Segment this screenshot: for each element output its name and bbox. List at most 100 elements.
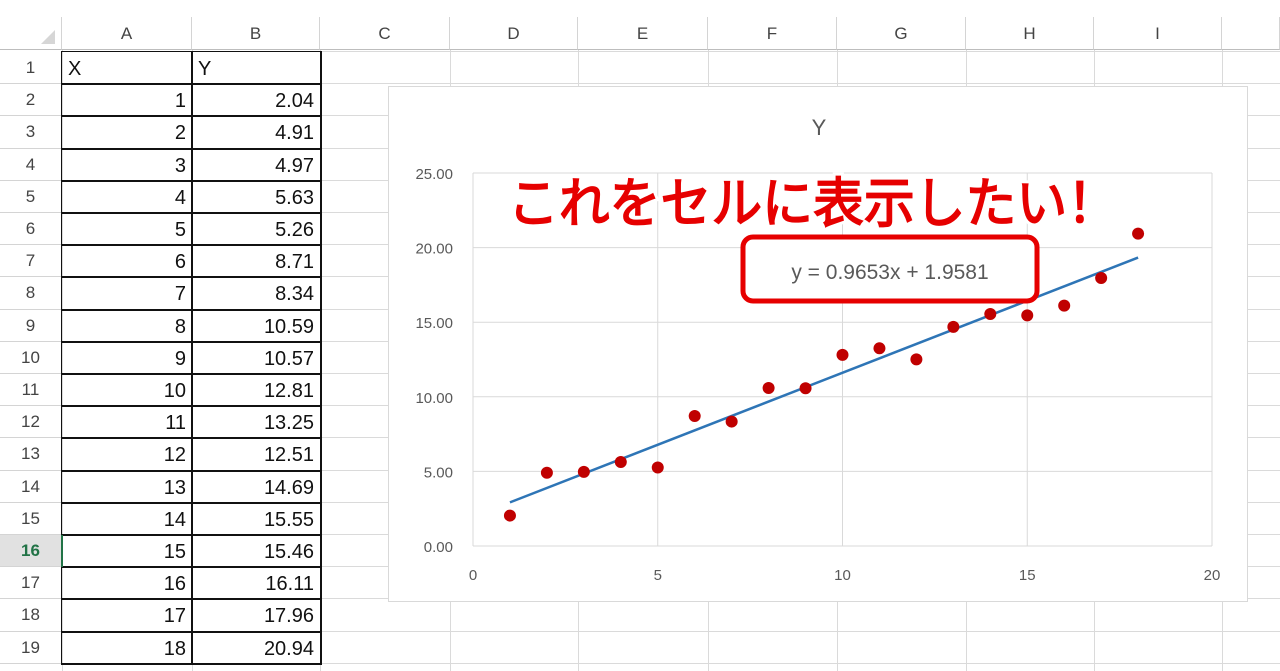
x-tick-label: 5: [654, 567, 662, 584]
cell-y-value[interactable]: 20.94: [263, 637, 314, 660]
data-point: [984, 307, 997, 320]
cell-x-value[interactable]: 5: [174, 219, 186, 241]
cell-x-value[interactable]: 4: [174, 186, 186, 209]
cell-y-value[interactable]: 2.04: [275, 90, 314, 113]
row-header-18[interactable]: 18: [0, 599, 62, 632]
y-tick-label: 0.00: [424, 539, 453, 556]
row-header-15[interactable]: 15: [0, 502, 62, 535]
row-gridline: [62, 630, 1280, 632]
column-gridline: [62, 50, 63, 671]
data-point: [1132, 227, 1145, 240]
data-point: [947, 320, 960, 333]
row-header-12[interactable]: 12: [0, 406, 62, 439]
cell-y-value[interactable]: 17.96: [263, 605, 314, 628]
y-tick-label: 20.00: [415, 241, 453, 258]
cell-x-value[interactable]: 12: [163, 444, 186, 467]
data-point: [836, 348, 849, 361]
data-point: [503, 509, 516, 522]
cell-y-value[interactable]: 8.71: [275, 251, 314, 274]
cell-x-value[interactable]: 9: [174, 347, 186, 370]
column-header-a[interactable]: A: [62, 17, 192, 50]
row-header-5[interactable]: 5: [0, 180, 62, 213]
cell-y-value[interactable]: 13.25: [263, 412, 314, 435]
y-tick-label: 15.00: [415, 315, 453, 332]
data-point: [688, 410, 701, 423]
cell-x-value[interactable]: 11: [165, 412, 186, 435]
x-tick-label: 10: [834, 567, 851, 584]
data-point: [1021, 309, 1034, 322]
row-header-14[interactable]: 14: [0, 470, 62, 503]
row-header-10[interactable]: 10: [0, 341, 62, 374]
row-header-2[interactable]: 2: [0, 84, 62, 117]
data-point: [799, 382, 812, 395]
cell-x-value[interactable]: 14: [163, 508, 186, 531]
data-point: [651, 461, 664, 474]
cell-x-value[interactable]: 18: [163, 637, 186, 660]
cell-y-value[interactable]: 4.97: [275, 154, 314, 177]
row-header-3[interactable]: 3: [0, 116, 62, 149]
row-header-11[interactable]: 11: [0, 374, 62, 407]
column-header-d[interactable]: D: [450, 17, 578, 50]
column-header-e[interactable]: E: [578, 17, 708, 50]
cell-y-value[interactable]: 10.57: [263, 347, 314, 370]
cell-y-value[interactable]: 12.81: [263, 380, 314, 402]
cell-x-value[interactable]: 3: [174, 154, 186, 177]
cell-x-value[interactable]: 1: [174, 90, 186, 113]
data-point: [614, 456, 627, 469]
x-tick-label: 20: [1204, 567, 1221, 584]
data-point: [762, 381, 775, 394]
cell-b1[interactable]: Y: [198, 58, 212, 80]
row-header-7[interactable]: 7: [0, 245, 62, 278]
equation-highlight-box: [740, 234, 1040, 304]
column-header-c[interactable]: C: [320, 17, 450, 50]
row-header-9[interactable]: 9: [0, 309, 62, 342]
cell-y-value[interactable]: 15.46: [263, 541, 314, 563]
cell-x-value[interactable]: 13: [163, 476, 186, 499]
chart-title: Y: [812, 115, 827, 140]
row-header-4[interactable]: 4: [0, 148, 62, 181]
cell-x-value[interactable]: 6: [174, 251, 186, 274]
data-point: [1095, 272, 1108, 285]
column-gridline: [320, 50, 321, 671]
row-header-1[interactable]: 1: [0, 52, 62, 85]
row-header-6[interactable]: 6: [0, 213, 62, 246]
cell-y-value[interactable]: 5.26: [275, 219, 314, 241]
row-header-19[interactable]: 19: [0, 631, 62, 664]
column-header-g[interactable]: G: [837, 17, 966, 50]
y-tick-label: 25.00: [415, 166, 453, 183]
cell-y-value[interactable]: 10.59: [263, 315, 314, 338]
cell-x-value[interactable]: 10: [163, 380, 186, 402]
y-tick-label: 5.00: [424, 464, 453, 481]
cell-y-value[interactable]: 15.55: [263, 508, 314, 531]
column-header-h[interactable]: H: [966, 17, 1094, 50]
row-gridline: [62, 83, 1280, 85]
cell-y-value[interactable]: 16.11: [265, 573, 314, 596]
row-header-16[interactable]: 16: [0, 535, 62, 568]
x-tick-label: 0: [469, 567, 477, 584]
data-point: [1058, 299, 1071, 312]
cell-a1[interactable]: X: [68, 58, 82, 80]
cell-y-value[interactable]: 5.63: [275, 186, 314, 209]
cell-x-value[interactable]: 2: [174, 122, 186, 145]
column-header-f[interactable]: F: [708, 17, 837, 50]
cell-x-value[interactable]: 17: [163, 605, 186, 628]
row-gridline: [62, 662, 1280, 664]
row-header-17[interactable]: 17: [0, 567, 62, 600]
cell-x-value[interactable]: 16: [163, 573, 186, 596]
cell-y-value[interactable]: 12.51: [263, 444, 314, 467]
select-all-corner[interactable]: [0, 17, 62, 50]
column-header-b[interactable]: B: [192, 17, 320, 50]
row-header-13[interactable]: 13: [0, 438, 62, 471]
row-header-8[interactable]: 8: [0, 277, 62, 310]
cell-y-value[interactable]: 4.91: [275, 122, 314, 145]
cell-y-value[interactable]: 14.69: [263, 476, 314, 499]
active-cell-indicator: [61, 535, 63, 568]
data-point: [873, 342, 886, 355]
cell-x-value[interactable]: 15: [163, 541, 186, 563]
cell-x-value[interactable]: 7: [174, 283, 186, 306]
cell-x-value[interactable]: 8: [174, 315, 186, 338]
column-header-i[interactable]: I: [1094, 17, 1222, 50]
cell-y-value[interactable]: 8.34: [275, 283, 314, 306]
column-header-extra[interactable]: [1222, 17, 1280, 50]
